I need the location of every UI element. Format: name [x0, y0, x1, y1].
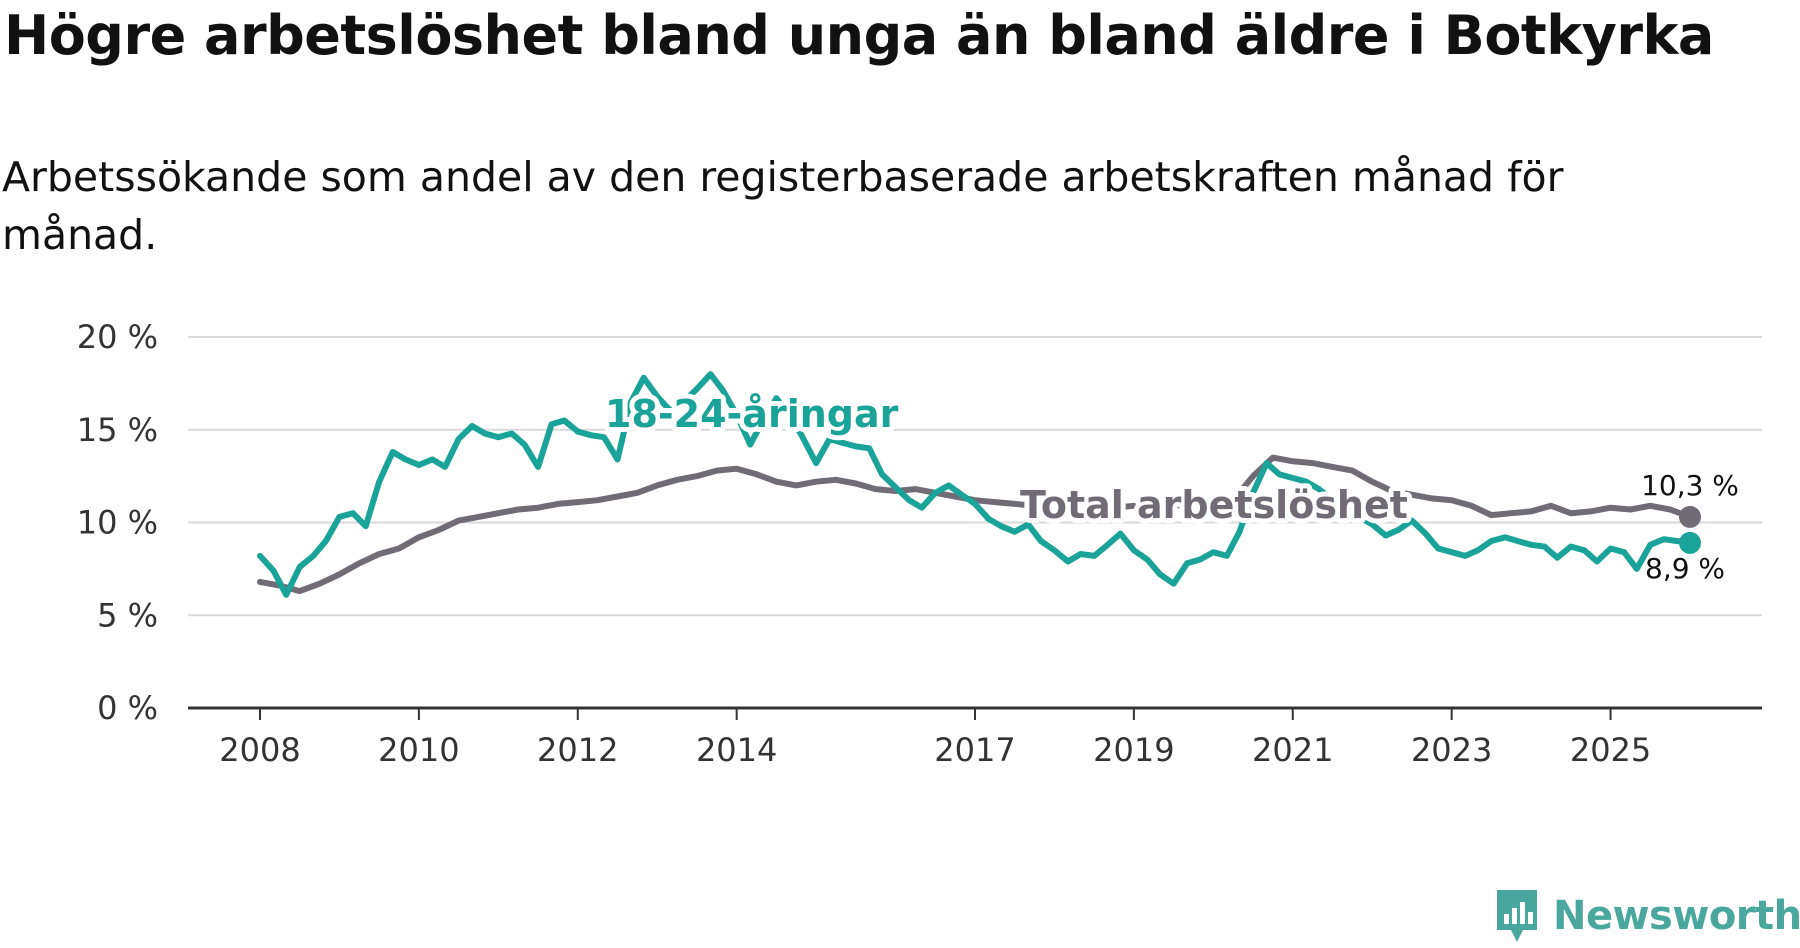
- y-tick-label-20: 20 %: [77, 318, 158, 356]
- series-line-total: [257, 454, 1693, 595]
- y-axis-labels: 0 % 5 % 10 % 15 % 20 %: [77, 318, 158, 727]
- x-tick-label-2012: 2012: [537, 731, 618, 769]
- end-dot-total: [1679, 505, 1701, 528]
- chart-title: Högre arbetslöshet bland unga än bland ä…: [4, 4, 1714, 67]
- x-tick-label-2014: 2014: [696, 731, 777, 769]
- y-tick-label-15: 15 %: [77, 411, 158, 449]
- end-dot-18-24: [1679, 531, 1701, 554]
- y-tick-label-10: 10 %: [77, 504, 158, 542]
- end-markers: 10,3 % 8,9 %: [1641, 469, 1739, 585]
- x-tick-label-2010: 2010: [378, 731, 459, 769]
- x-tick-label-2023: 2023: [1411, 731, 1492, 769]
- brand-name: Newsworthy: [1553, 893, 1800, 939]
- end-label-18-24: 8,9 %: [1645, 552, 1725, 585]
- series-labels: 18-24-åringar Total arbetslöshet: [600, 387, 1413, 532]
- x-tick-label-2017: 2017: [934, 731, 1015, 769]
- y-tick-label-0: 0 %: [97, 689, 158, 727]
- x-axis: 2008 2010 2012 2014 2017 2019 2021 2023 2025: [188, 706, 1762, 769]
- gridlines: [188, 336, 1762, 617]
- x-tick-label-2025: 2025: [1570, 731, 1651, 769]
- series-label-total: Total arbetslöshet: [1020, 483, 1408, 527]
- newsworthy-logo-icon: [1497, 890, 1537, 942]
- x-tick-label-2019: 2019: [1093, 731, 1174, 769]
- x-tick-label-2008: 2008: [219, 731, 300, 769]
- series-lines: [257, 371, 1693, 598]
- newsworthy-brand[interactable]: Newsworthy: [1493, 888, 1800, 944]
- x-tick-label-2021: 2021: [1252, 731, 1333, 769]
- series-label-18-24: 18-24-åringar: [605, 392, 899, 436]
- end-label-total: 10,3 %: [1641, 469, 1739, 502]
- series-line-18-24: [257, 371, 1693, 598]
- chart-subtitle: Arbetssökande som andel av den registerb…: [2, 153, 1564, 259]
- y-tick-label-5: 5 %: [97, 596, 158, 634]
